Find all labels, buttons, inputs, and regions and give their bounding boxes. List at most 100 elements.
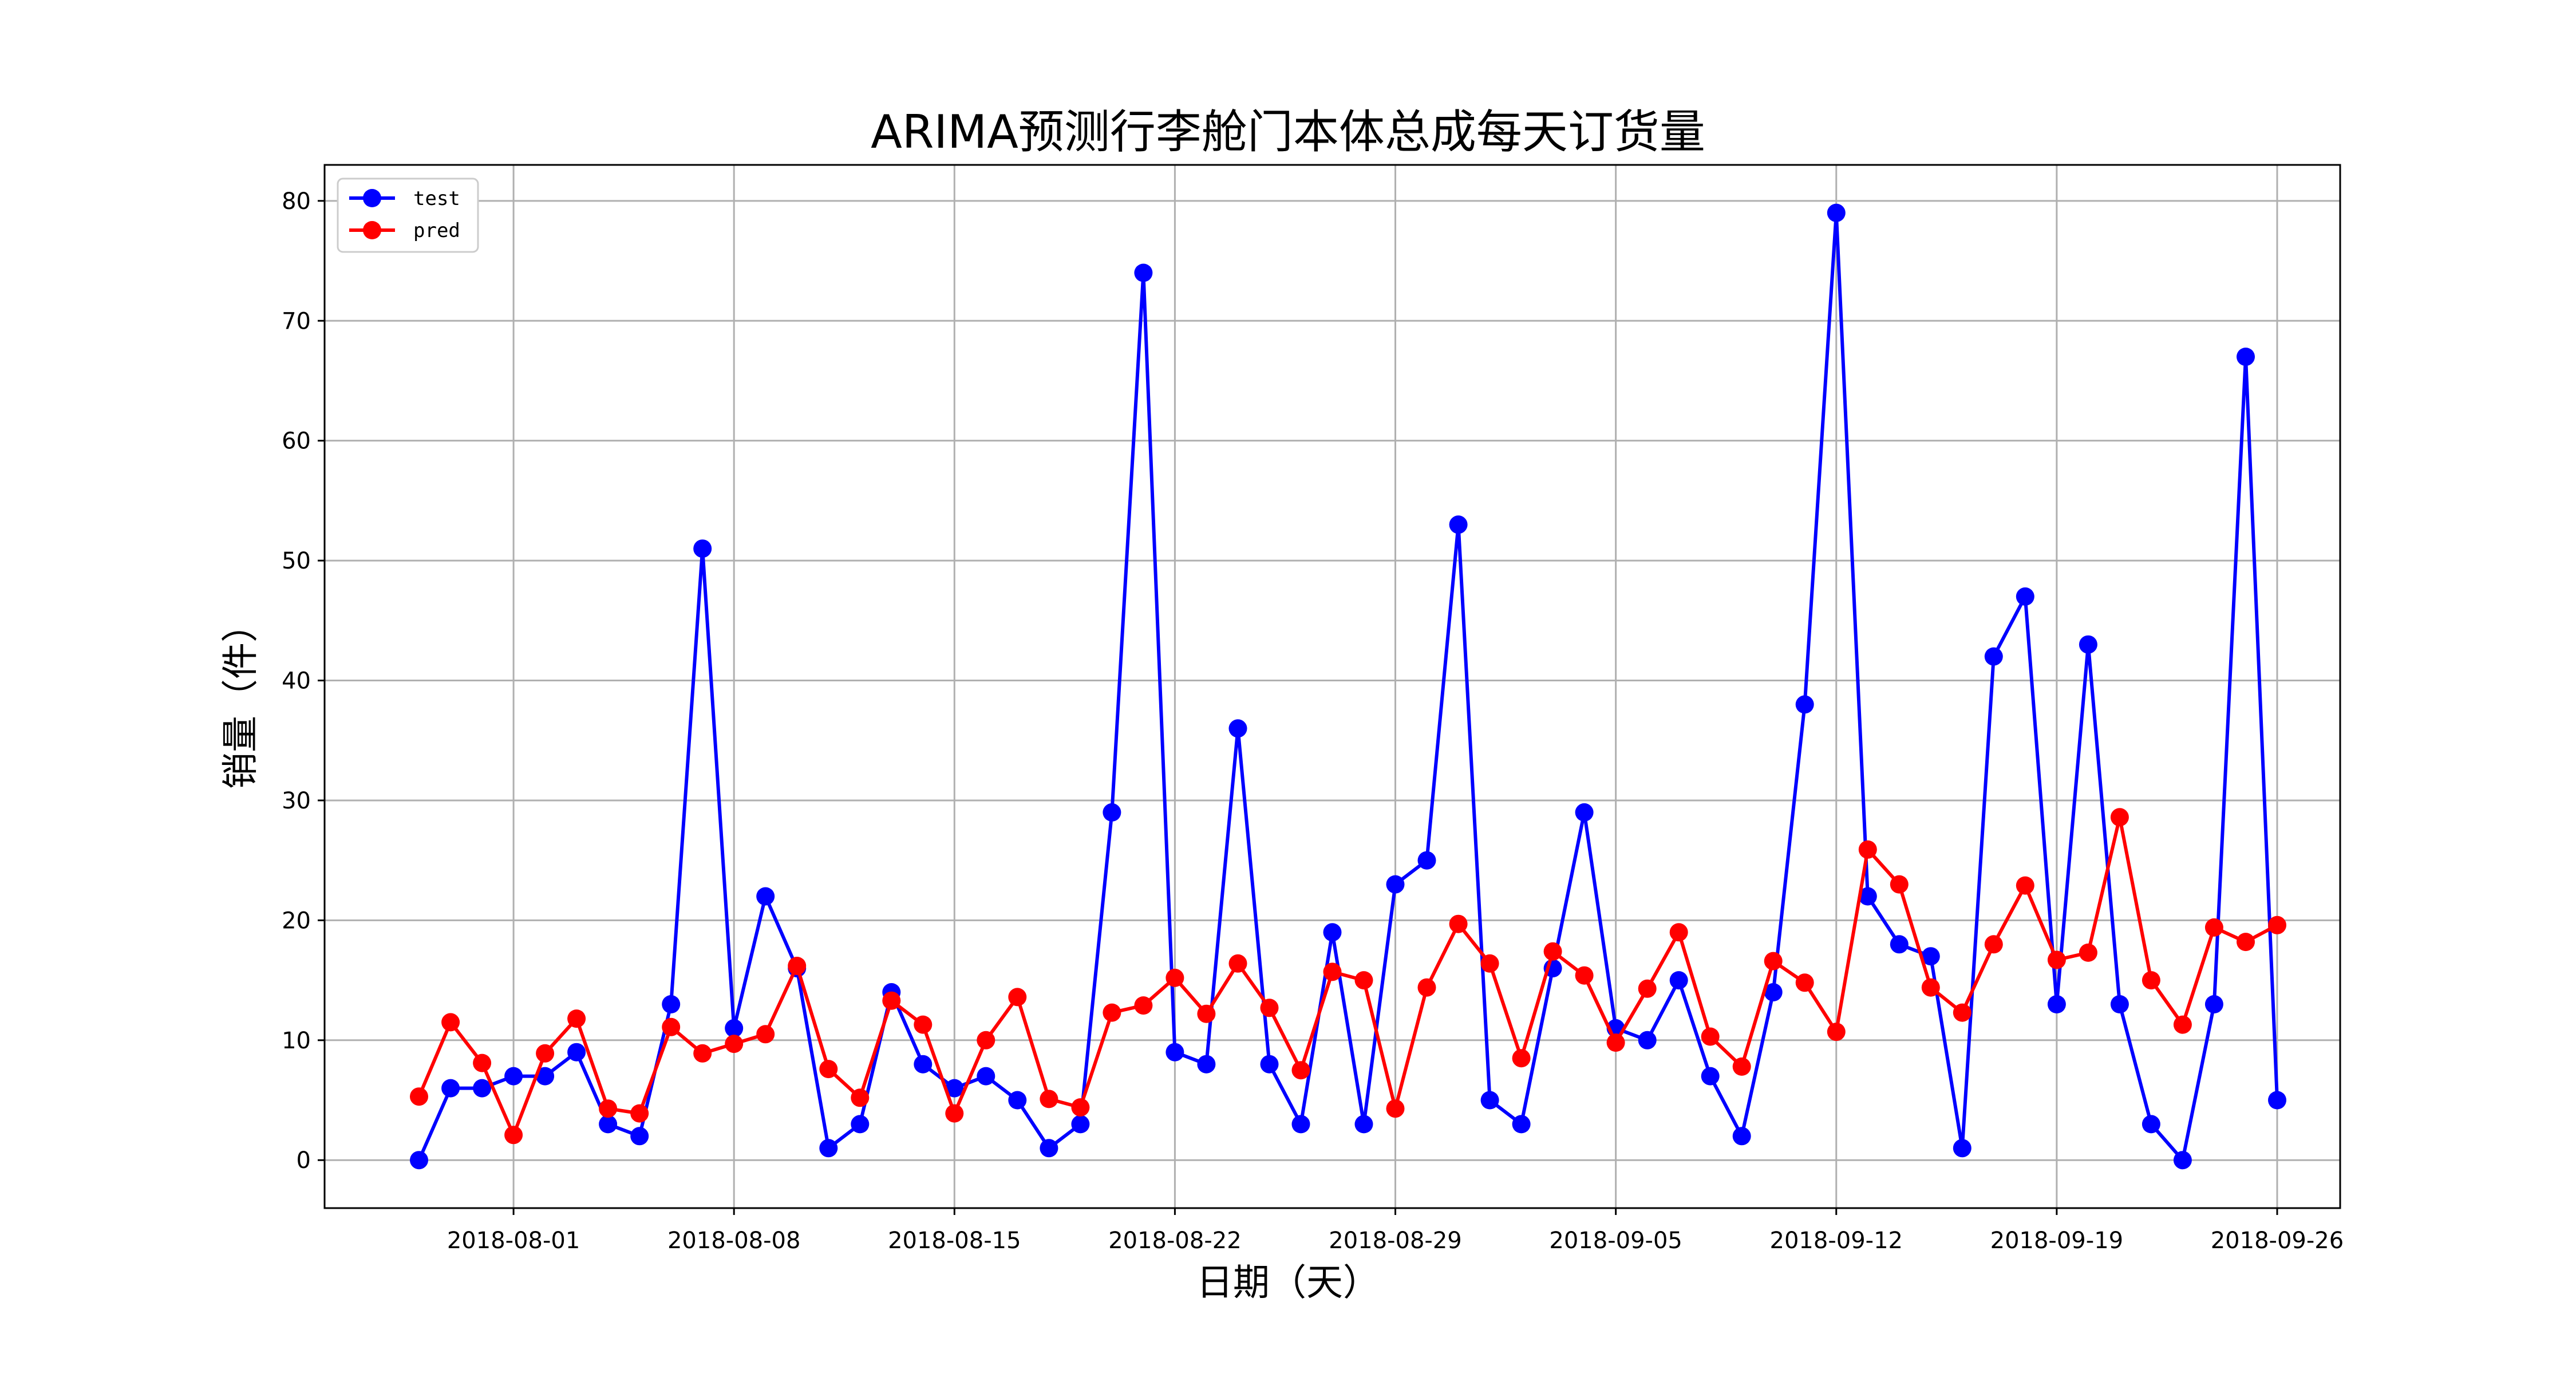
- data-point-pred: [599, 1099, 618, 1118]
- data-point-test: [1795, 695, 1814, 714]
- legend-label-pred: pred: [413, 219, 460, 242]
- data-point-pred: [1701, 1027, 1720, 1046]
- data-point-pred: [1071, 1098, 1090, 1117]
- data-point-test: [662, 995, 681, 1013]
- legend-label-test: test: [413, 187, 460, 210]
- data-point-test: [504, 1067, 523, 1086]
- data-point-test: [2079, 635, 2097, 654]
- y-tick-label: 50: [282, 548, 311, 574]
- x-tick-label: 2018-09-05: [1549, 1228, 1682, 1254]
- x-tick-label: 2018-08-29: [1329, 1228, 1461, 1254]
- data-point-test: [2016, 587, 2034, 606]
- data-point-test: [599, 1115, 618, 1134]
- axis-layer: 2018-08-01 2018-08-08 2018-08-15 2018-08-22…: [282, 188, 2344, 1254]
- data-point-pred: [2237, 933, 2255, 952]
- x-tick-label: 2018-08-22: [1108, 1228, 1241, 1254]
- y-tick-label: 10: [282, 1028, 311, 1054]
- data-point-pred: [567, 1009, 586, 1028]
- x-tick-label: 2018-09-19: [1990, 1228, 2123, 1254]
- x-tick-label: 2018-08-08: [667, 1228, 800, 1254]
- data-point-pred: [1795, 973, 1814, 992]
- series-line-test: [417, 211, 2279, 1162]
- data-point-pred: [1606, 1033, 1625, 1052]
- data-point-test: [1291, 1115, 1310, 1134]
- data-point-test: [1669, 971, 1688, 990]
- data-point-pred: [1040, 1090, 1058, 1108]
- data-point-test: [1197, 1055, 1216, 1074]
- data-point-pred: [851, 1088, 870, 1107]
- data-point-pred: [1260, 999, 1279, 1017]
- data-point-test: [1480, 1091, 1499, 1110]
- data-point-pred: [2016, 876, 2034, 895]
- legend-marker-pred: [363, 221, 381, 239]
- data-point-test: [1858, 887, 1877, 906]
- data-point-test: [1953, 1139, 1971, 1158]
- data-point-test: [914, 1055, 933, 1074]
- data-point-pred: [1480, 954, 1499, 973]
- data-point-pred: [977, 1031, 995, 1049]
- data-point-pred: [1890, 875, 1909, 894]
- grid-layer: [325, 165, 2340, 1208]
- data-point-test: [1732, 1127, 1751, 1146]
- data-point-test: [693, 539, 712, 558]
- data-point-pred: [1858, 840, 1877, 859]
- data-point-test: [1103, 803, 1121, 822]
- data-point-test: [567, 1043, 586, 1062]
- data-point-pred: [1984, 935, 2003, 954]
- data-point-pred: [1008, 988, 1027, 1007]
- data-point-test: [630, 1127, 649, 1146]
- data-point-pred: [2173, 1015, 2192, 1034]
- data-point-test: [1386, 875, 1405, 894]
- data-point-test: [725, 1019, 744, 1037]
- data-point-test: [1260, 1055, 1279, 1074]
- data-point-pred: [441, 1013, 460, 1032]
- data-point-pred: [1575, 966, 1594, 985]
- data-point-test: [851, 1115, 870, 1134]
- x-tick-label: 2018-08-01: [447, 1228, 580, 1254]
- data-point-pred: [410, 1087, 428, 1106]
- data-point-test: [1575, 803, 1594, 822]
- data-point-pred: [1386, 1099, 1405, 1118]
- y-tick-label: 40: [282, 668, 311, 695]
- data-point-pred: [1638, 979, 1657, 998]
- data-point-pred: [1449, 914, 1468, 933]
- data-point-test: [1040, 1139, 1058, 1158]
- data-point-test: [536, 1067, 555, 1086]
- data-point-pred: [1291, 1061, 1310, 1080]
- data-point-pred: [1417, 978, 1436, 997]
- data-point-test: [1921, 947, 1940, 966]
- x-tick-label: 2018-09-26: [2211, 1228, 2344, 1254]
- data-point-test: [1323, 923, 1342, 942]
- data-point-test: [1354, 1115, 1373, 1134]
- data-point-pred: [2142, 971, 2160, 990]
- data-point-test: [2204, 995, 2223, 1013]
- data-point-test: [2237, 348, 2255, 366]
- data-point-pred: [756, 1025, 775, 1044]
- data-point-test: [1449, 515, 1468, 534]
- data-point-test: [756, 887, 775, 906]
- data-point-pred: [2110, 808, 2129, 827]
- data-point-pred: [788, 957, 807, 975]
- data-point-test: [1890, 935, 1909, 954]
- data-point-pred: [1103, 1003, 1121, 1022]
- data-point-test: [1638, 1031, 1657, 1049]
- data-point-pred: [473, 1054, 492, 1072]
- data-point-test: [441, 1079, 460, 1098]
- data-point-test: [410, 1151, 428, 1170]
- data-point-pred: [1354, 971, 1373, 990]
- data-point-pred: [1228, 954, 1247, 973]
- y-tick-label: 30: [282, 788, 311, 814]
- x-tick-label: 2018-08-15: [888, 1228, 1021, 1254]
- y-tick-label: 20: [282, 908, 311, 934]
- data-point-pred: [2047, 950, 2066, 969]
- legend-entry-pred: pred: [349, 219, 460, 242]
- x-tick-label: 2018-09-12: [1770, 1228, 1903, 1254]
- y-tick-label: 60: [282, 428, 311, 455]
- data-point-pred: [2079, 943, 2097, 962]
- data-point-pred: [2268, 916, 2286, 934]
- data-point-test: [2047, 995, 2066, 1013]
- data-point-pred: [945, 1104, 964, 1123]
- data-point-pred: [1827, 1023, 1846, 1041]
